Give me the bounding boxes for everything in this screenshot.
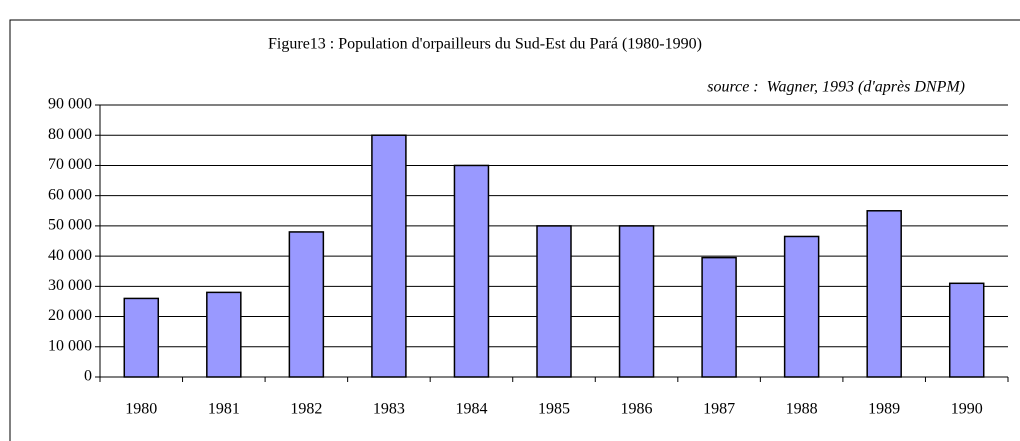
chart-subtitle: source : Wagner, 1993 (d'après DNPM) [707,79,965,96]
bar [123,297,160,378]
x-tick-label: 1990 [951,401,983,418]
x-tick-label: 1984 [455,401,487,418]
x-tick-label: 1988 [786,401,818,418]
y-tick-label: 50 000 [48,217,92,234]
bar [206,291,242,378]
y-tick-label: 0 [84,368,92,385]
bar [948,282,985,378]
bar [288,231,325,378]
x-tick-label: 1982 [290,401,322,418]
x-tick-label: 1983 [373,401,405,418]
y-tick-label: 90 000 [48,96,92,113]
x-tick-label: 1980 [125,401,157,418]
chart-title: Figure13 : Population d'orpailleurs du S… [268,36,702,53]
chart-frame [9,19,1020,441]
x-tick-label: 1981 [208,401,240,418]
y-tick-label: 40 000 [48,247,92,264]
y-tick-label: 80 000 [48,126,92,143]
x-tick-label: 1986 [621,401,653,418]
bar [453,164,490,378]
bar [701,256,737,378]
x-tick-label: 1989 [868,401,900,418]
bar [371,134,407,378]
x-tick-label: 1987 [703,401,735,418]
bar [536,225,572,378]
y-tick-label: 70 000 [48,156,92,173]
y-tick-label: 30 000 [48,277,92,294]
y-tick-label: 60 000 [48,186,92,203]
y-tick-label: 20 000 [48,307,92,324]
bar [783,235,820,378]
bar [866,210,902,378]
y-tick-label: 10 000 [48,337,92,354]
bar [618,225,655,378]
x-tick-label: 1985 [538,401,570,418]
